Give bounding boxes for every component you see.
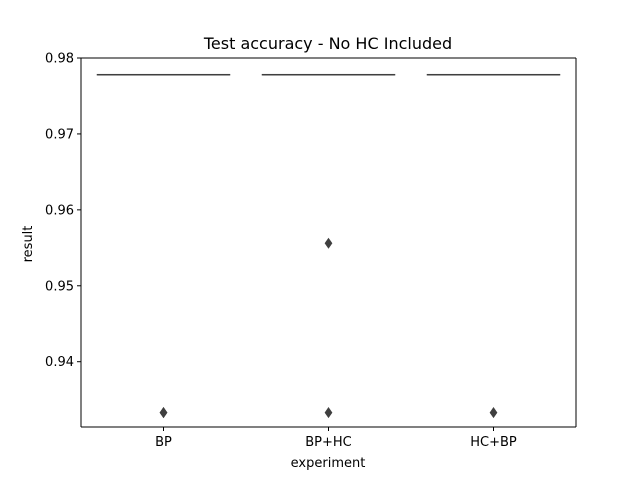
x-axis: BP BP+HC HC+BP — [81, 426, 576, 450]
y-tick-label: 0.98 — [45, 52, 74, 67]
y-tick-label: 0.96 — [45, 203, 74, 218]
x-axis-label: experiment — [291, 456, 366, 471]
plot-area — [81, 57, 577, 427]
y-tick-label: 0.95 — [45, 279, 74, 294]
y-axis-label: result — [21, 226, 36, 263]
x-tick-label: HC+BP — [470, 435, 517, 450]
x-tick-label: BP+HC — [305, 435, 352, 450]
outlier-point-HC+BP-0 — [489, 407, 498, 419]
y-axis: 0.94 0.95 0.96 0.97 0.98 — [45, 52, 82, 427]
outlier-point-BP+HC-1 — [324, 407, 333, 419]
outlier-point-BP-1 — [159, 407, 168, 419]
x-tick-label: BP — [155, 435, 172, 450]
outlier-point-BP+HC-0 — [324, 237, 333, 249]
y-tick-label: 0.94 — [45, 355, 74, 370]
y-tick-label: 0.97 — [45, 127, 74, 142]
chart-title: Test accuracy - No HC Included — [203, 34, 452, 53]
